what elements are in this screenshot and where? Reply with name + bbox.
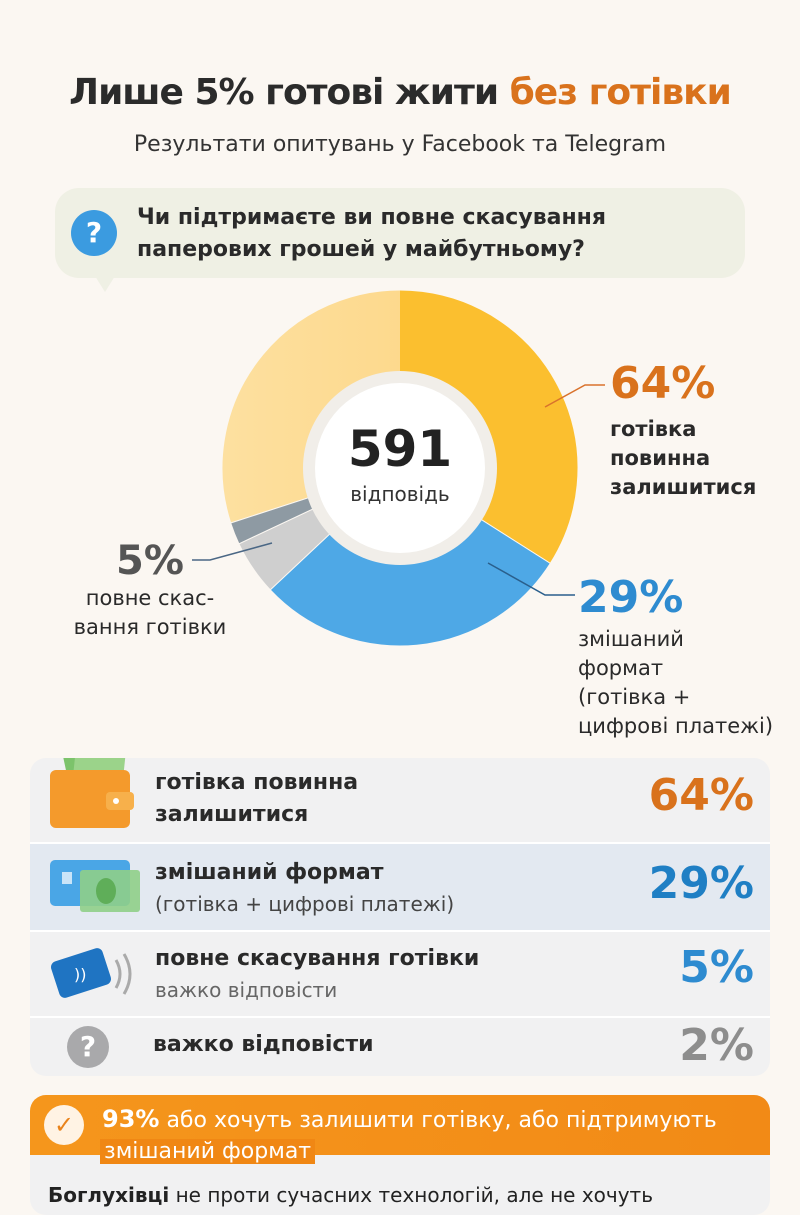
row-pct: 64% — [648, 770, 754, 821]
callout-line: (готівка + — [578, 685, 691, 709]
callout-line: залишитися — [610, 475, 757, 499]
result-row-cash: готівка повинна залишитися 64% — [30, 758, 770, 844]
callout-line: змішаний — [578, 627, 684, 651]
total-responses: 591 — [347, 420, 453, 478]
callout-line: повинна — [610, 446, 711, 470]
page-title: Лише 5% готові жити без готівки — [0, 72, 800, 113]
row-pct: 2% — [679, 1020, 754, 1071]
leader-line-cashless — [192, 542, 273, 561]
callout-pct: 64% — [610, 358, 716, 409]
callout-mixed: 29% змішаний формат (готівка + цифрові п… — [578, 572, 773, 741]
title-accent: без готівки — [509, 72, 732, 113]
summary-body: Боглухівці не проти сучасних технологій,… — [48, 1183, 653, 1207]
summary-pct: 93% — [102, 1105, 160, 1133]
result-row-mixed: змішаний формат (готівка + цифрові плате… — [30, 844, 770, 932]
callout-line: цифрові платежі) — [578, 714, 774, 738]
row-title: готівка повинна — [155, 770, 359, 795]
callout-line: повне скас- — [85, 586, 215, 610]
callout-line: готівка — [610, 417, 697, 441]
question-line: паперових грошей у майбутньому? — [137, 237, 585, 262]
wallet-icon — [50, 758, 134, 828]
row-title: важко відповісти — [153, 1032, 374, 1057]
results-table: готівка повинна залишитися 64% змішаний … — [30, 758, 770, 1076]
result-row-cashless: )) повне скасування готівки важко відпов… — [30, 932, 770, 1018]
summary-line: 93% або хочуть залишити готівку, або під… — [102, 1105, 717, 1133]
row-title: повне скасування готівки — [155, 946, 480, 971]
summary-body-text: не проти сучасних технологій, але не хоч… — [169, 1183, 653, 1207]
result-row-unsure: ? важко відповісти 2% — [30, 1018, 770, 1076]
summary-body-bold: Боглухівці — [48, 1183, 170, 1207]
donut-chart — [192, 289, 605, 647]
subtitle: Результати опитувань у Facebook та Teleg… — [133, 132, 667, 157]
total-label: відповідь — [350, 482, 450, 506]
row-pct: 29% — [648, 858, 754, 909]
question-text: Чи підтримаєте ви повне скасування паперо… — [137, 202, 606, 266]
row-title: змішаний формат — [155, 860, 384, 885]
donut-hole — [315, 383, 485, 553]
check-icon: ✓ — [44, 1105, 84, 1145]
question-line: Чи підтримаєте ви повне скасування — [137, 205, 606, 230]
callout-pct: 29% — [578, 572, 684, 623]
row-subtitle: (готівка + цифрові платежі) — [155, 892, 455, 916]
summary-box: ✓ 93% або хочуть залишити готівку, або п… — [30, 1095, 770, 1215]
question-icon: ? — [67, 1026, 109, 1068]
summary-text: або хочуть залишити готівку, або підтрим… — [159, 1108, 717, 1133]
leader-line-cash — [544, 384, 605, 408]
callout-pct: 5% — [116, 538, 184, 584]
summary-line-2: змішаний формат — [100, 1139, 316, 1164]
title-text: Лише 5% готові жити — [69, 72, 510, 113]
contactless-card-icon: )) — [51, 948, 132, 998]
callout-cash: 64% готівка повинна залишитися — [610, 358, 756, 502]
callout-line: вання готівки — [73, 615, 227, 639]
card-and-cash-icon — [50, 860, 140, 912]
leader-line-mixed — [487, 562, 575, 596]
question-bubble: ? Чи підтримаєте ви повне скасування папе… — [55, 188, 745, 292]
row-pct: 5% — [679, 942, 754, 993]
callout-cashless: 5% повне скас- вання готівки — [60, 538, 240, 642]
row-title: залишитися — [155, 802, 309, 827]
row-subtitle: важко відповісти — [155, 978, 338, 1002]
callout-line: формат — [578, 656, 664, 680]
question-icon: ? — [71, 210, 117, 256]
svg-text:)): )) — [74, 965, 86, 984]
